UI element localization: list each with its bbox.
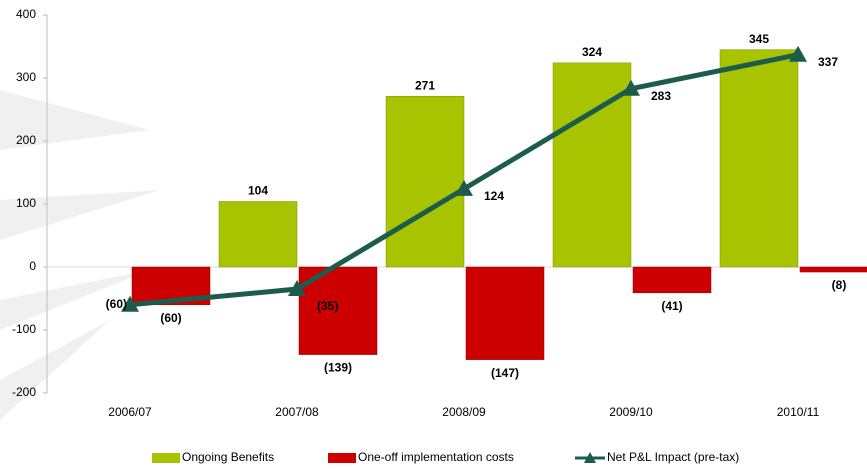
legend-label: One-off implementation costs (358, 450, 514, 464)
data-label: (147) (491, 366, 519, 380)
data-label: 337 (818, 55, 838, 69)
x-tick-label: 2010/11 (777, 405, 820, 419)
y-tick-label: 200 (16, 133, 36, 147)
y-tick-label: 300 (16, 70, 36, 84)
legend-label: Net P&L Impact (pre-tax) (607, 450, 739, 464)
data-label: (35) (317, 299, 338, 313)
bar (799, 266, 867, 273)
net-marker (288, 280, 306, 297)
data-label: (41) (661, 299, 682, 313)
data-label: (60) (160, 311, 181, 325)
data-label: (139) (324, 361, 352, 375)
net-marker (789, 45, 807, 62)
bar (719, 49, 799, 268)
legend-swatch (152, 453, 180, 463)
legend-swatch (328, 453, 356, 463)
data-label: 283 (651, 89, 671, 103)
legend-marker (584, 452, 596, 463)
data-label: 104 (248, 184, 268, 198)
net-marker (455, 179, 473, 196)
bar (385, 96, 465, 268)
net-marker (121, 295, 139, 312)
y-tick-label: -200 (12, 385, 36, 399)
net-marker (622, 79, 640, 96)
data-label: 345 (749, 32, 769, 46)
y-tick-label: 0 (29, 259, 36, 273)
data-label: (60) (106, 297, 127, 311)
background-rays (0, 90, 160, 420)
y-tick-label: 100 (16, 196, 36, 210)
bar (218, 201, 298, 268)
data-label: 324 (582, 45, 602, 59)
bar (465, 266, 545, 360)
y-tick-label: -100 (12, 322, 36, 336)
data-label: (8) (832, 278, 847, 292)
data-label: 124 (484, 189, 504, 203)
y-tick-label: 400 (16, 7, 36, 21)
x-tick-label: 2007/08 (275, 405, 319, 419)
x-tick-label: 2006/07 (108, 405, 152, 419)
x-tick-label: 2008/09 (442, 405, 486, 419)
data-label: 271 (415, 78, 435, 92)
legend-label: Ongoing Benefits (182, 450, 274, 464)
bar (632, 266, 712, 294)
x-tick-label: 2009/10 (609, 405, 653, 419)
